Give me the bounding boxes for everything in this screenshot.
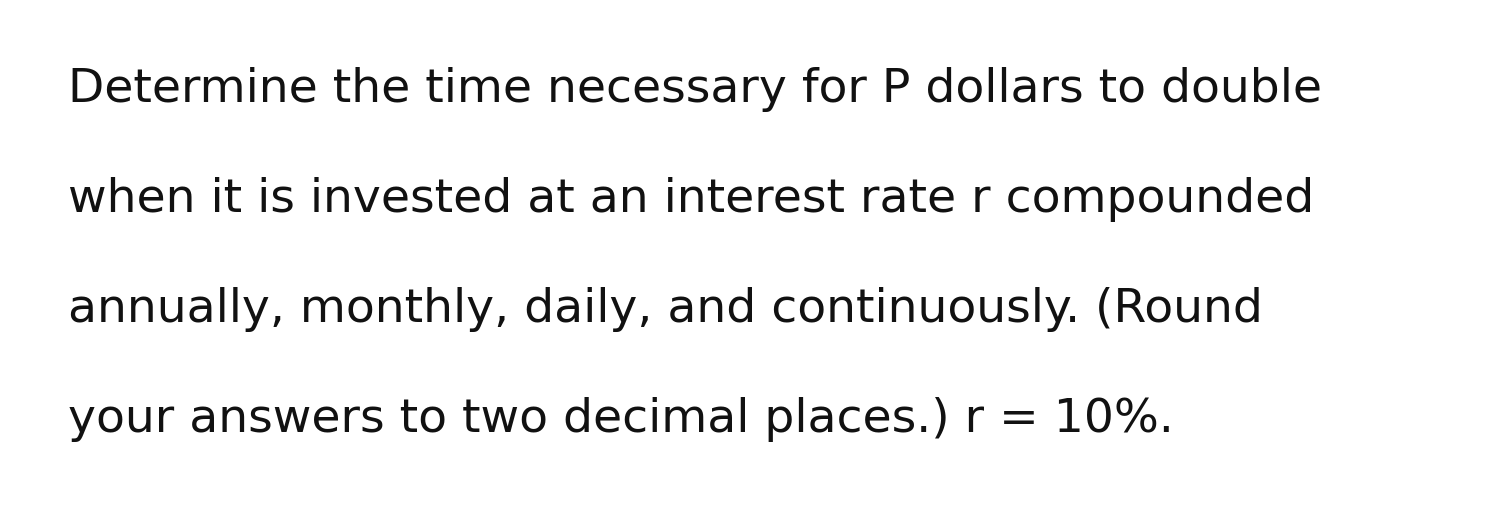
Text: when it is invested at an interest rate r compounded: when it is invested at an interest rate … [68,177,1314,222]
Text: annually, monthly, daily, and continuously. (Round: annually, monthly, daily, and continuous… [68,287,1263,332]
Text: your answers to two decimal places.) r = 10%.: your answers to two decimal places.) r =… [68,397,1173,442]
Text: Determine the time necessary for P dollars to double: Determine the time necessary for P dolla… [68,67,1322,112]
